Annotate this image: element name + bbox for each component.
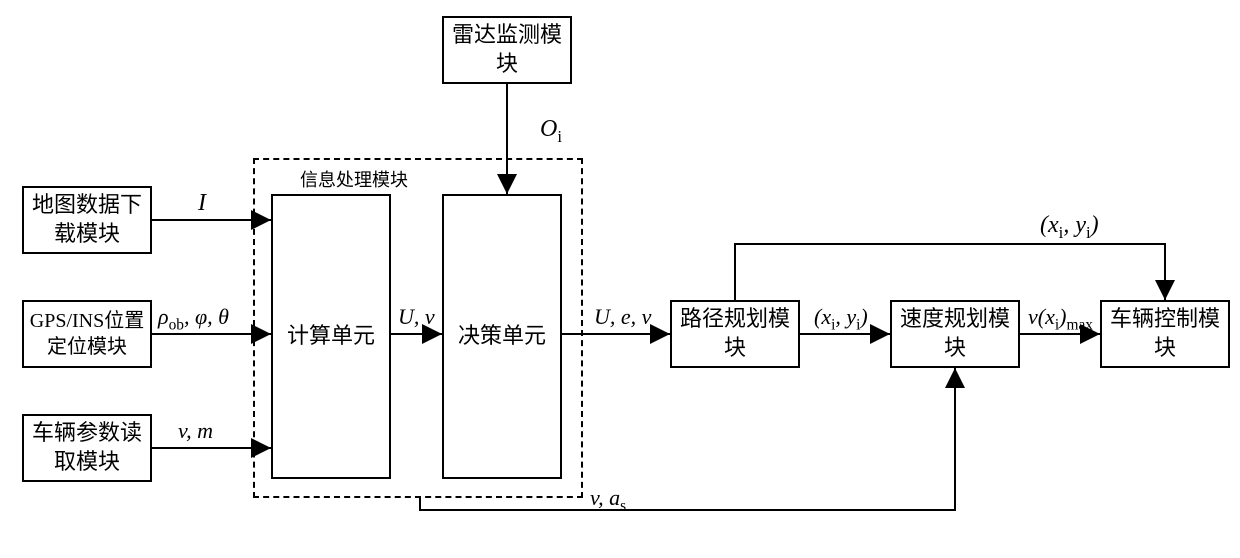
- edge-label-rho: ρob, φ, θ: [158, 304, 229, 334]
- edge-label-vm: v, m: [178, 418, 213, 444]
- edge-label-vas: v, as: [590, 485, 626, 515]
- edge-path-up-to-vehctrl: [735, 244, 1165, 300]
- node-vehparam: 车辆参数读取模块: [22, 414, 152, 482]
- edge-label-Uev: U, e, v: [594, 304, 651, 330]
- node-calc: 计算单元: [271, 194, 391, 479]
- node-map-label: 地图数据下载模块: [28, 191, 146, 248]
- edge-label-xy1: (xi, yi): [814, 304, 868, 334]
- node-vehparam-label: 车辆参数读取模块: [28, 419, 146, 476]
- node-radar-label: 雷达监测模块: [448, 21, 566, 78]
- node-vehctrl-label: 车辆控制模块: [1106, 305, 1224, 362]
- node-speed-label: 速度规划模块: [896, 305, 1014, 362]
- edge-label-vximax: v(xi)max: [1028, 304, 1093, 334]
- node-map: 地图数据下载模块: [22, 186, 152, 254]
- node-decide-label: 决策单元: [458, 322, 546, 351]
- node-vehctrl: 车辆控制模块: [1100, 300, 1230, 368]
- info-processing-group-label: 信息处理模块: [300, 166, 408, 192]
- arrows-svg: [0, 0, 1240, 558]
- edge-label-I: I: [198, 190, 206, 217]
- node-calc-label: 计算单元: [287, 322, 375, 351]
- edge-label-xy2: (xi, yi): [1040, 212, 1099, 243]
- edge-label-Oi: Oi: [540, 116, 562, 147]
- node-path-label: 路径规划模块: [676, 305, 794, 362]
- node-gps: GPS/INS位置定位模块: [22, 300, 152, 368]
- node-decide: 决策单元: [442, 194, 562, 479]
- node-radar: 雷达监测模块: [442, 16, 572, 84]
- node-speed: 速度规划模块: [890, 300, 1020, 368]
- edge-label-Uv: U, v: [398, 304, 435, 330]
- node-gps-label: GPS/INS位置定位模块: [28, 308, 146, 360]
- node-path: 路径规划模块: [670, 300, 800, 368]
